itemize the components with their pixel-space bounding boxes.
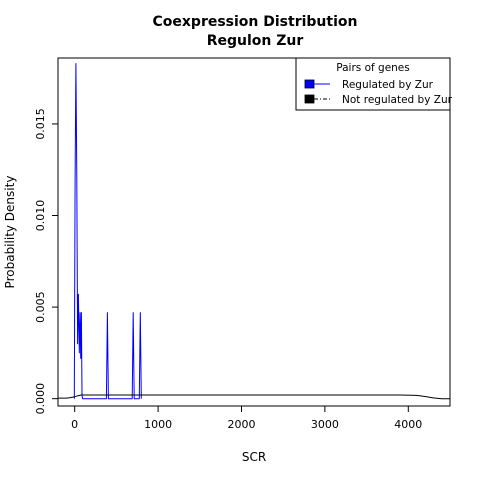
legend-swatch-not-regulated (304, 94, 315, 104)
y-axis-title: Probability Density (3, 176, 17, 289)
series-not-regulated-line (58, 394, 450, 400)
chart-title: Coexpression Distribution (153, 14, 358, 30)
series-layer (58, 63, 450, 400)
legend-box (295, 57, 451, 111)
y-tick-label-1: 0.005 (34, 291, 47, 323)
x-tick-label-2: 2000 (227, 418, 255, 431)
legend: Pairs of genes Regulated by Zur Not regu… (295, 57, 453, 111)
series-regulated-line (73, 63, 142, 400)
x-axis-title: SCR (242, 450, 266, 464)
x-tick-label-0: 0 (71, 418, 78, 431)
y-tick-label-3: 0.015 (34, 108, 47, 140)
x-tick-label-3: 3000 (311, 418, 339, 431)
plot-frame (57, 57, 451, 407)
legend-swatch-regulated (304, 79, 315, 89)
legend-label-regulated: Regulated by Zur (342, 79, 434, 91)
x-tick-label-4: 4000 (394, 418, 422, 431)
legend-label-not-regulated: Not regulated by Zur (342, 94, 453, 106)
y-axis: 0.000 0.005 0.010 0.015 (34, 108, 58, 414)
legend-title: Pairs of genes (336, 62, 410, 74)
y-tick-label-2: 0.010 (34, 200, 47, 232)
y-tick-label-0: 0.000 (34, 383, 47, 415)
x-tick-label-1: 1000 (144, 418, 172, 431)
x-axis: 0 1000 2000 3000 4000 (71, 406, 422, 431)
chart-subtitle: Regulon Zur (207, 33, 304, 49)
